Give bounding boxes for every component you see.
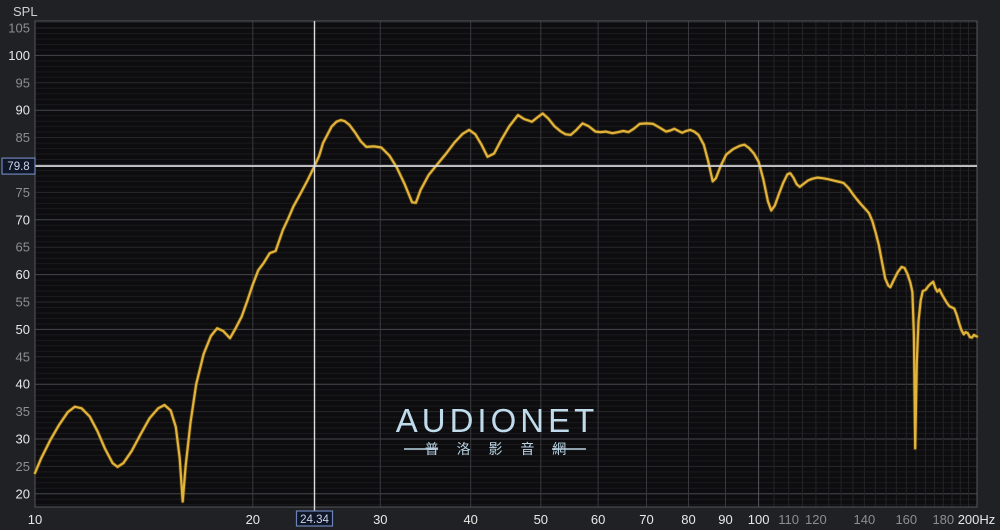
watermark-subtitle: 普 洛 影 音 網 (425, 441, 574, 457)
y-axis-labels: 10510095908580757065605550454035302520 (8, 21, 30, 502)
x-tick-label: 70 (639, 512, 653, 527)
cursor-spl-readout[interactable]: 79.8 (1, 157, 36, 175)
cursor-spl-box[interactable] (1, 157, 36, 175)
y-axis-title: SPL (13, 4, 38, 19)
x-tick-label: 200Hz (958, 512, 996, 527)
y-tick-label: 30 (16, 432, 30, 447)
y-tick-label: 105 (8, 21, 30, 36)
x-tick-label: 90 (718, 512, 732, 527)
plot-border (34, 20, 978, 508)
x-tick-label: 110 (778, 512, 799, 527)
x-tick-label: 80 (681, 512, 695, 527)
watermark: AUDIONET 普 洛 影 音 網 (396, 402, 599, 457)
x-tick-label: 180 (932, 512, 954, 527)
y-tick-label: 95 (16, 75, 30, 90)
cursor-freq-value: 24.34 (300, 514, 329, 526)
watermark-title: AUDIONET (396, 402, 599, 439)
cursor-freq-readout[interactable]: 24.34 (295, 510, 334, 527)
y-tick-label: 85 (16, 130, 30, 145)
x-tick-label: 20 (246, 512, 260, 527)
y-tick-label: 60 (16, 267, 30, 282)
y-tick-label: 65 (16, 240, 30, 255)
spl-curve (33, 112, 978, 503)
y-tick-label: 50 (16, 322, 30, 337)
cursor-spl-value: 79.8 (7, 161, 29, 173)
x-axis-labels: 10 20 30 40 50 60 70 80 90 100 110 120 140 160 180 200H… (28, 512, 996, 527)
y-tick-label: 20 (16, 486, 30, 501)
h-gridlines (35, 22, 977, 506)
x-tick-label: 160 (895, 512, 917, 527)
x-tick-label: 100 (748, 512, 770, 527)
v-gridlines (252, 21, 969, 507)
y-tick-label: 90 (16, 103, 30, 118)
x-tick-label: 30 (373, 512, 387, 527)
y-tick-label: 55 (16, 295, 30, 310)
x-tick-label: 60 (591, 512, 605, 527)
y-tick-label: 25 (16, 459, 30, 474)
y-tick-label: 40 (16, 377, 30, 392)
y-tick-label: 100 (8, 48, 30, 63)
y-tick-label: 45 (16, 349, 30, 364)
x-tick-label: 120 (805, 512, 827, 527)
y-tick-label: 35 (16, 404, 30, 419)
x-tick-label: 10 (28, 512, 42, 527)
x-tick-label: 50 (534, 512, 548, 527)
y-tick-label: 70 (16, 212, 30, 227)
cursor-freq-box[interactable] (295, 510, 334, 527)
y-tick-label: 75 (16, 185, 30, 200)
x-tick-label: 140 (854, 512, 876, 527)
x-tick-label: 40 (463, 512, 477, 527)
